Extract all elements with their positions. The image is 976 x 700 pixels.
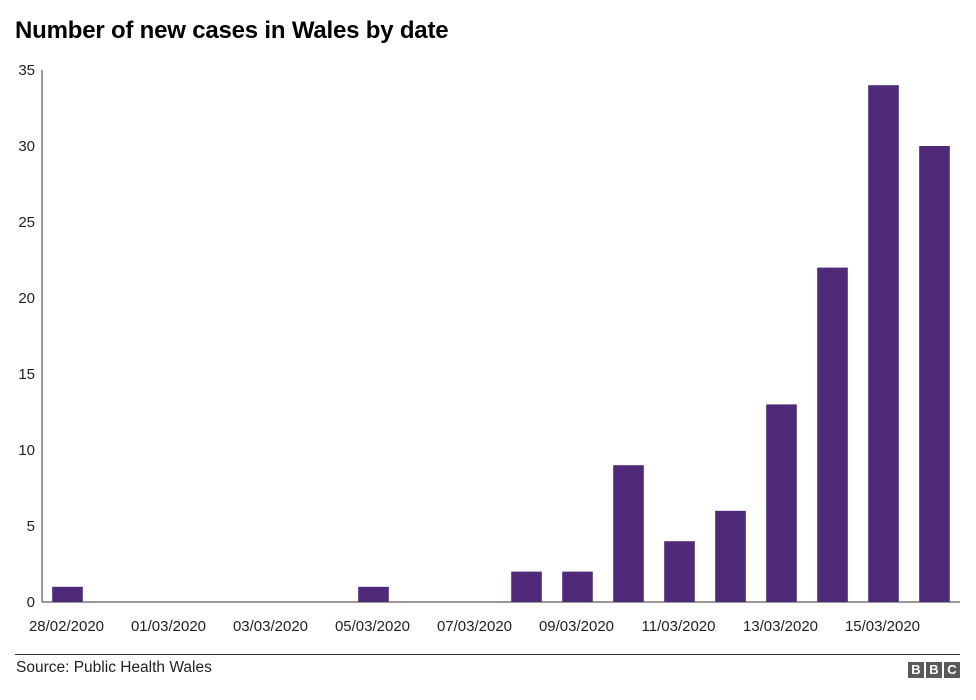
bar (664, 541, 695, 602)
bar (715, 510, 746, 602)
y-tick-label: 25 (18, 214, 35, 231)
bar (766, 404, 797, 602)
x-tick-label: 13/03/2020 (743, 618, 818, 635)
bars (52, 85, 950, 602)
bar (358, 586, 389, 602)
bar (511, 571, 542, 602)
bar (613, 465, 644, 602)
bbc-logo: B B C (908, 662, 960, 678)
bar (562, 571, 593, 602)
bbc-logo-letter: B (926, 662, 942, 678)
bar (52, 586, 83, 602)
x-tick-label: 07/03/2020 (437, 618, 512, 635)
bar (817, 267, 848, 602)
y-tick-label: 10 (18, 442, 35, 459)
x-tick-label: 28/02/2020 (29, 618, 104, 635)
x-tick-label: 15/03/2020 (845, 618, 920, 635)
y-tick-label: 35 (18, 62, 35, 79)
y-tick-label: 15 (18, 366, 35, 383)
bar-chart: 0 5 10 15 20 25 30 35 28/02/2020 01/03/2020 03/03… (18, 62, 960, 635)
bbc-logo-letter: B (908, 662, 924, 678)
x-tick-label: 09/03/2020 (539, 618, 614, 635)
chart-title: Number of new cases in Wales by date (15, 17, 449, 44)
bar (919, 146, 950, 602)
y-tick-label: 20 (18, 290, 35, 307)
y-tick-label: 5 (27, 518, 35, 535)
x-tick-label: 01/03/2020 (131, 618, 206, 635)
y-tick-labels: 0 5 10 15 20 25 30 35 (18, 62, 35, 611)
y-tick-label: 0 (27, 594, 35, 611)
x-tick-label: 05/03/2020 (335, 618, 410, 635)
x-tick-labels: 28/02/2020 01/03/2020 03/03/2020 05/03/2020… (29, 618, 920, 635)
y-tick-label: 30 (18, 138, 35, 155)
x-tick-label: 03/03/2020 (233, 618, 308, 635)
bbc-logo-letter: C (944, 662, 960, 678)
footer-divider (15, 654, 960, 655)
x-tick-label: 11/03/2020 (642, 618, 716, 635)
bar (868, 85, 899, 602)
source-note: Source: Public Health Wales (16, 659, 212, 676)
